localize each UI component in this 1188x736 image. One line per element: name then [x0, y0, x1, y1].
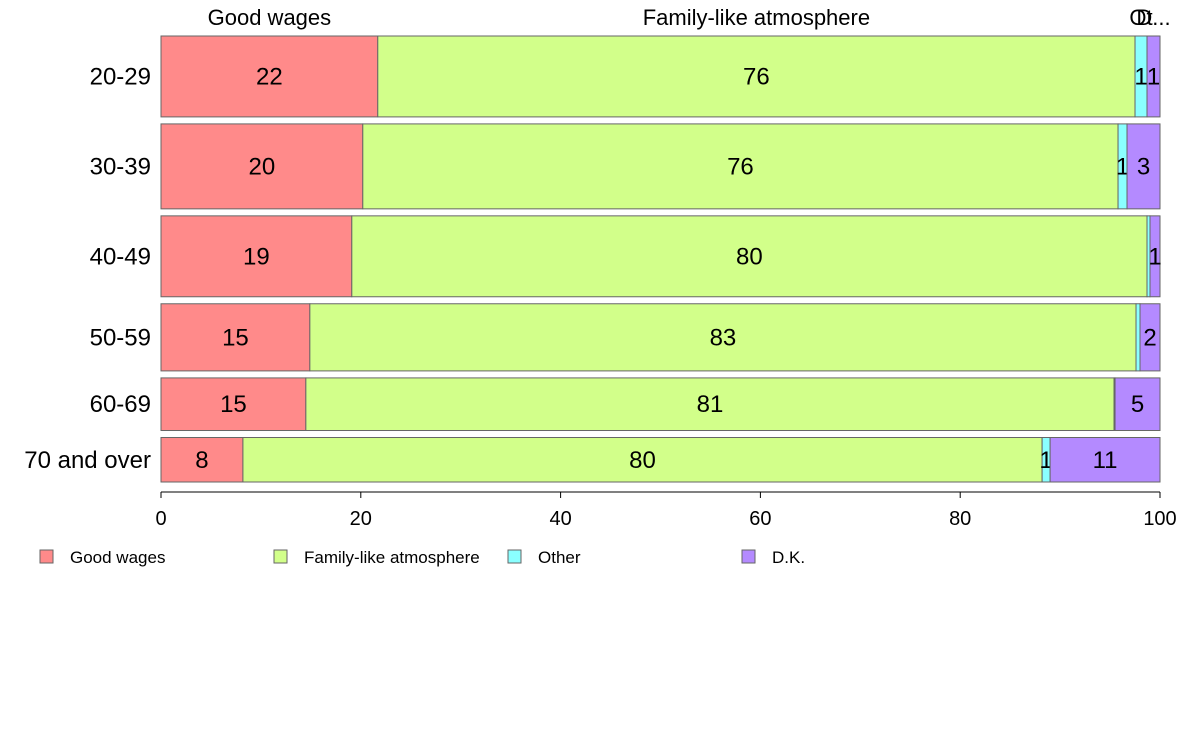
category-label: 50-59: [90, 324, 151, 351]
legend-swatch: [39, 549, 54, 564]
data-label: 11: [1093, 447, 1118, 474]
bar-segment: [1146, 35, 1161, 118]
data-label: 1: [1039, 447, 1052, 474]
data-label: 19: [243, 243, 270, 270]
data-label: 20: [249, 153, 276, 180]
bar-segment: [377, 35, 1136, 118]
bar-segment: [1139, 303, 1161, 372]
data-label: 80: [629, 447, 656, 474]
bar-segment: [1135, 303, 1141, 372]
legend-swatch: [741, 549, 756, 564]
legend-label: Good wages: [70, 548, 165, 567]
data-label: 22: [256, 63, 283, 90]
data-label: 2: [1143, 324, 1156, 351]
x-tick-label: 0: [155, 508, 166, 530]
legend-swatch: [507, 549, 522, 564]
bar-segment: [1149, 215, 1161, 298]
data-label: 76: [743, 63, 770, 90]
legend-label: Other: [538, 548, 581, 567]
category-label: 20-29: [90, 63, 151, 90]
bar-segment: [351, 215, 1148, 298]
bar-segment: [160, 377, 307, 432]
data-label: 8: [195, 447, 208, 474]
data-label: 83: [710, 324, 737, 351]
data-label: 3: [1137, 153, 1150, 180]
top-segment-label: Good wages: [208, 5, 332, 30]
data-label: 1: [1148, 243, 1161, 270]
category-label: 40-49: [90, 243, 151, 270]
bar-segment: [309, 303, 1137, 372]
data-label: 76: [727, 153, 754, 180]
category-label: 60-69: [90, 391, 151, 418]
bar-segment: [160, 437, 244, 483]
data-label: 15: [220, 391, 247, 418]
x-tick-label: 40: [549, 508, 571, 530]
legend-label: D.K.: [772, 548, 805, 567]
bar-segment: [1049, 437, 1161, 483]
data-label: 5: [1131, 391, 1144, 418]
x-tick-label: 100: [1143, 508, 1176, 530]
bar-segment: [160, 215, 353, 298]
category-label: 70 and over: [24, 447, 151, 474]
legend-swatch: [273, 549, 288, 564]
top-segment-label: Ot: [1129, 5, 1152, 30]
legend-label: Family-like atmosphere: [304, 548, 480, 567]
x-tick-label: 80: [949, 508, 971, 530]
bar-segment: [1114, 377, 1161, 432]
data-label: 80: [736, 243, 763, 270]
top-segment-label: D...: [1136, 5, 1170, 30]
bar-segment: [305, 377, 1115, 432]
bar-segment: [160, 123, 364, 210]
bar-segment: [1126, 123, 1161, 210]
data-label: 15: [222, 324, 249, 351]
x-tick-label: 20: [350, 508, 372, 530]
top-segment-label: Family-like atmosphere: [643, 5, 870, 30]
data-label: 1: [1147, 63, 1160, 90]
data-label: 1: [1134, 63, 1147, 90]
category-label: 30-39: [90, 153, 151, 180]
bar-segment: [242, 437, 1043, 483]
data-label: 1: [1116, 153, 1129, 180]
x-tick-label: 60: [749, 508, 771, 530]
data-label: 81: [697, 391, 724, 418]
